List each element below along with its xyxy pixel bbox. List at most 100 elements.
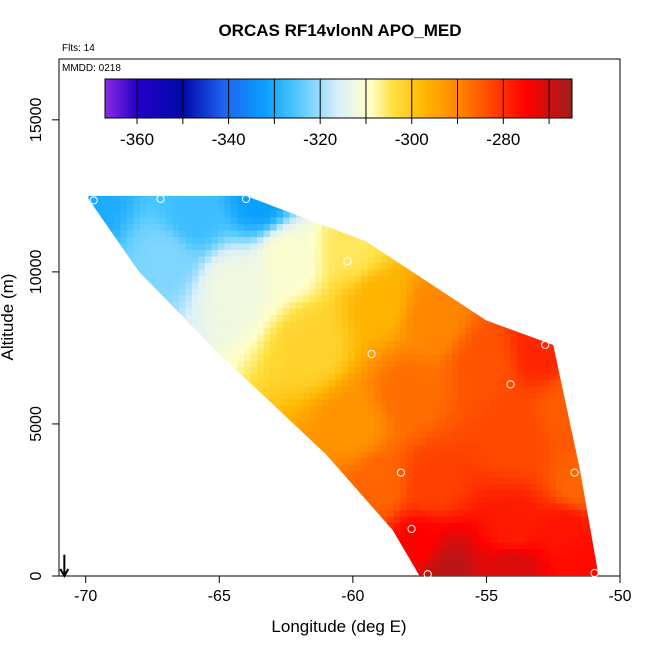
heat-cell bbox=[283, 195, 291, 199]
heat-cell bbox=[224, 425, 232, 433]
heat-cell bbox=[237, 198, 245, 206]
heat-cell bbox=[517, 458, 525, 466]
heat-cell bbox=[172, 347, 180, 355]
heat-cell bbox=[549, 380, 557, 388]
heat-cell bbox=[147, 185, 154, 192]
heat-cell bbox=[120, 464, 128, 472]
heat-cell bbox=[153, 250, 161, 258]
heat-cell bbox=[497, 354, 505, 362]
heat-cell bbox=[354, 425, 362, 433]
heat-cell bbox=[140, 230, 148, 238]
heat-cell bbox=[133, 393, 141, 401]
heat-cell bbox=[244, 516, 252, 524]
heat-cell bbox=[478, 516, 486, 524]
heat-cell bbox=[380, 250, 388, 258]
heat-cell bbox=[367, 367, 375, 375]
heat-cell bbox=[114, 204, 122, 212]
heat-cell bbox=[367, 549, 375, 557]
heat-cell bbox=[491, 516, 499, 524]
heat-cell bbox=[354, 445, 362, 453]
heat-cell bbox=[244, 510, 252, 518]
heat-cell bbox=[504, 412, 512, 420]
heat-cell bbox=[387, 256, 395, 264]
heat-cell bbox=[159, 568, 167, 576]
heat-cell bbox=[250, 568, 258, 576]
heat-cell bbox=[439, 568, 447, 576]
heat-cell bbox=[536, 445, 544, 453]
heat-cell bbox=[523, 549, 531, 557]
heat-cell bbox=[445, 568, 453, 576]
heat-cell bbox=[231, 269, 239, 277]
heat-cell bbox=[192, 562, 200, 570]
heat-cell bbox=[198, 341, 206, 349]
heat-cell bbox=[133, 542, 141, 550]
heat-cell bbox=[244, 347, 252, 355]
heat-cell bbox=[517, 347, 525, 355]
heat-cell bbox=[88, 250, 96, 258]
heat-cell bbox=[367, 302, 375, 310]
heat-cell bbox=[491, 367, 499, 375]
heat-cell bbox=[439, 224, 447, 232]
heat-cell bbox=[341, 471, 349, 479]
heat-cell bbox=[296, 334, 304, 342]
heat-cell bbox=[361, 354, 369, 362]
heat-cell bbox=[400, 490, 408, 498]
heat-cell bbox=[328, 555, 336, 563]
heat-cell bbox=[231, 445, 239, 453]
heat-cell bbox=[393, 529, 401, 537]
heat-cell bbox=[211, 195, 219, 199]
heat-cell bbox=[101, 276, 109, 284]
heat-cell bbox=[322, 195, 330, 199]
heat-cell bbox=[536, 360, 544, 368]
heat-cell bbox=[582, 243, 590, 251]
heat-cell bbox=[328, 412, 336, 420]
heat-cell bbox=[588, 536, 596, 544]
heat-cell bbox=[231, 562, 239, 570]
heat-cell bbox=[387, 217, 395, 225]
heat-cell bbox=[127, 529, 135, 537]
heat-cell bbox=[510, 315, 518, 323]
heat-cell bbox=[504, 451, 512, 459]
heat-cell bbox=[569, 510, 577, 518]
heat-cell bbox=[276, 419, 284, 427]
heat-cell bbox=[588, 399, 596, 407]
heat-cell bbox=[211, 503, 219, 511]
heat-cell bbox=[322, 367, 330, 375]
heat-cell bbox=[439, 217, 447, 225]
heat-cell bbox=[94, 412, 102, 420]
heat-cell bbox=[341, 302, 349, 310]
heat-cell bbox=[302, 282, 310, 290]
heat-cell bbox=[595, 516, 599, 524]
heat-cell bbox=[140, 458, 148, 466]
heat-cell bbox=[530, 575, 538, 576]
heat-cell bbox=[367, 334, 375, 342]
heat-cell bbox=[114, 185, 121, 192]
heat-cell bbox=[602, 231, 609, 238]
heat-cell bbox=[146, 464, 154, 472]
heat-cell bbox=[185, 230, 193, 238]
heat-cell bbox=[185, 510, 193, 518]
heat-cell bbox=[504, 471, 512, 479]
heat-cell bbox=[504, 250, 512, 258]
heat-cell bbox=[114, 211, 122, 219]
heat-cell bbox=[484, 295, 492, 303]
heat-cell bbox=[348, 542, 356, 550]
heat-cell bbox=[445, 484, 453, 492]
heat-cell bbox=[205, 406, 213, 414]
heat-cell bbox=[263, 250, 271, 258]
heat-cell bbox=[107, 497, 115, 505]
heat-cell bbox=[244, 321, 252, 329]
heat-cell bbox=[406, 542, 414, 550]
heat-cell bbox=[283, 263, 291, 271]
heat-cell bbox=[322, 198, 330, 206]
heat-cell bbox=[322, 380, 330, 388]
heat-cell bbox=[335, 237, 343, 245]
heat-cell bbox=[205, 484, 213, 492]
heat-cell bbox=[198, 529, 206, 537]
heat-cell bbox=[146, 419, 154, 427]
heat-cell bbox=[302, 412, 310, 420]
heat-cell bbox=[107, 536, 115, 544]
heat-cell bbox=[159, 542, 167, 550]
heat-cell bbox=[387, 341, 395, 349]
heat-cell bbox=[250, 406, 258, 414]
